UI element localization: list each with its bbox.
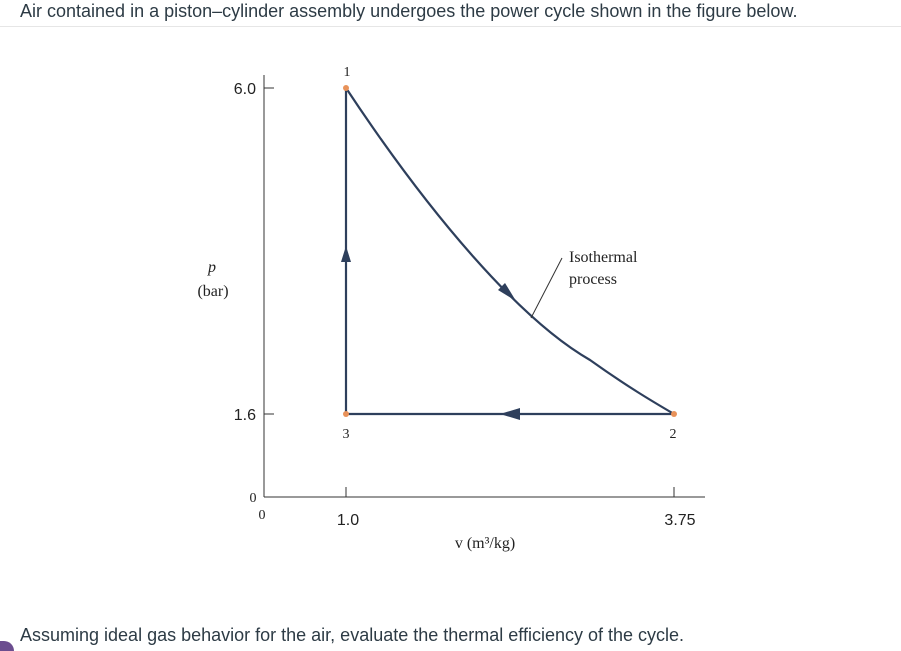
x-tick-label-3-75: 3.75 [664,512,695,529]
arrow-left-icon [500,408,520,420]
divider [0,26,901,27]
annotation-line2: process [569,271,617,288]
corner-decoration [0,641,14,651]
state-label-1: 1 [344,65,351,80]
question-intro: Air contained in a piston–cylinder assem… [20,1,798,21]
state-point-2 [671,411,677,417]
state-label-3: 3 [343,427,350,442]
y-axis-unit: (bar) [197,283,228,300]
annotation-line1: Isothermal [569,249,638,266]
state-point-1 [343,85,349,91]
state-point-3 [343,411,349,417]
x-axis-title: v (m³/kg) [455,535,515,552]
y-tick-label-6: 6.0 [234,81,256,98]
question-task: Assuming ideal gas behavior for the air,… [20,625,685,645]
y-axis-symbol: p [207,259,216,276]
x-tick-label-1: 1.0 [337,512,359,529]
annotation-leader [530,257,563,319]
state-label-2: 2 [670,427,677,442]
process-1-2-isothermal [345,87,675,415]
x-origin-label: 0 [259,508,266,523]
arrow-up-icon [341,246,351,262]
y-tick-label-1-6: 1.6 [234,407,256,424]
arrow-down-right-icon [498,283,516,301]
y-origin-label: 0 [250,491,257,506]
